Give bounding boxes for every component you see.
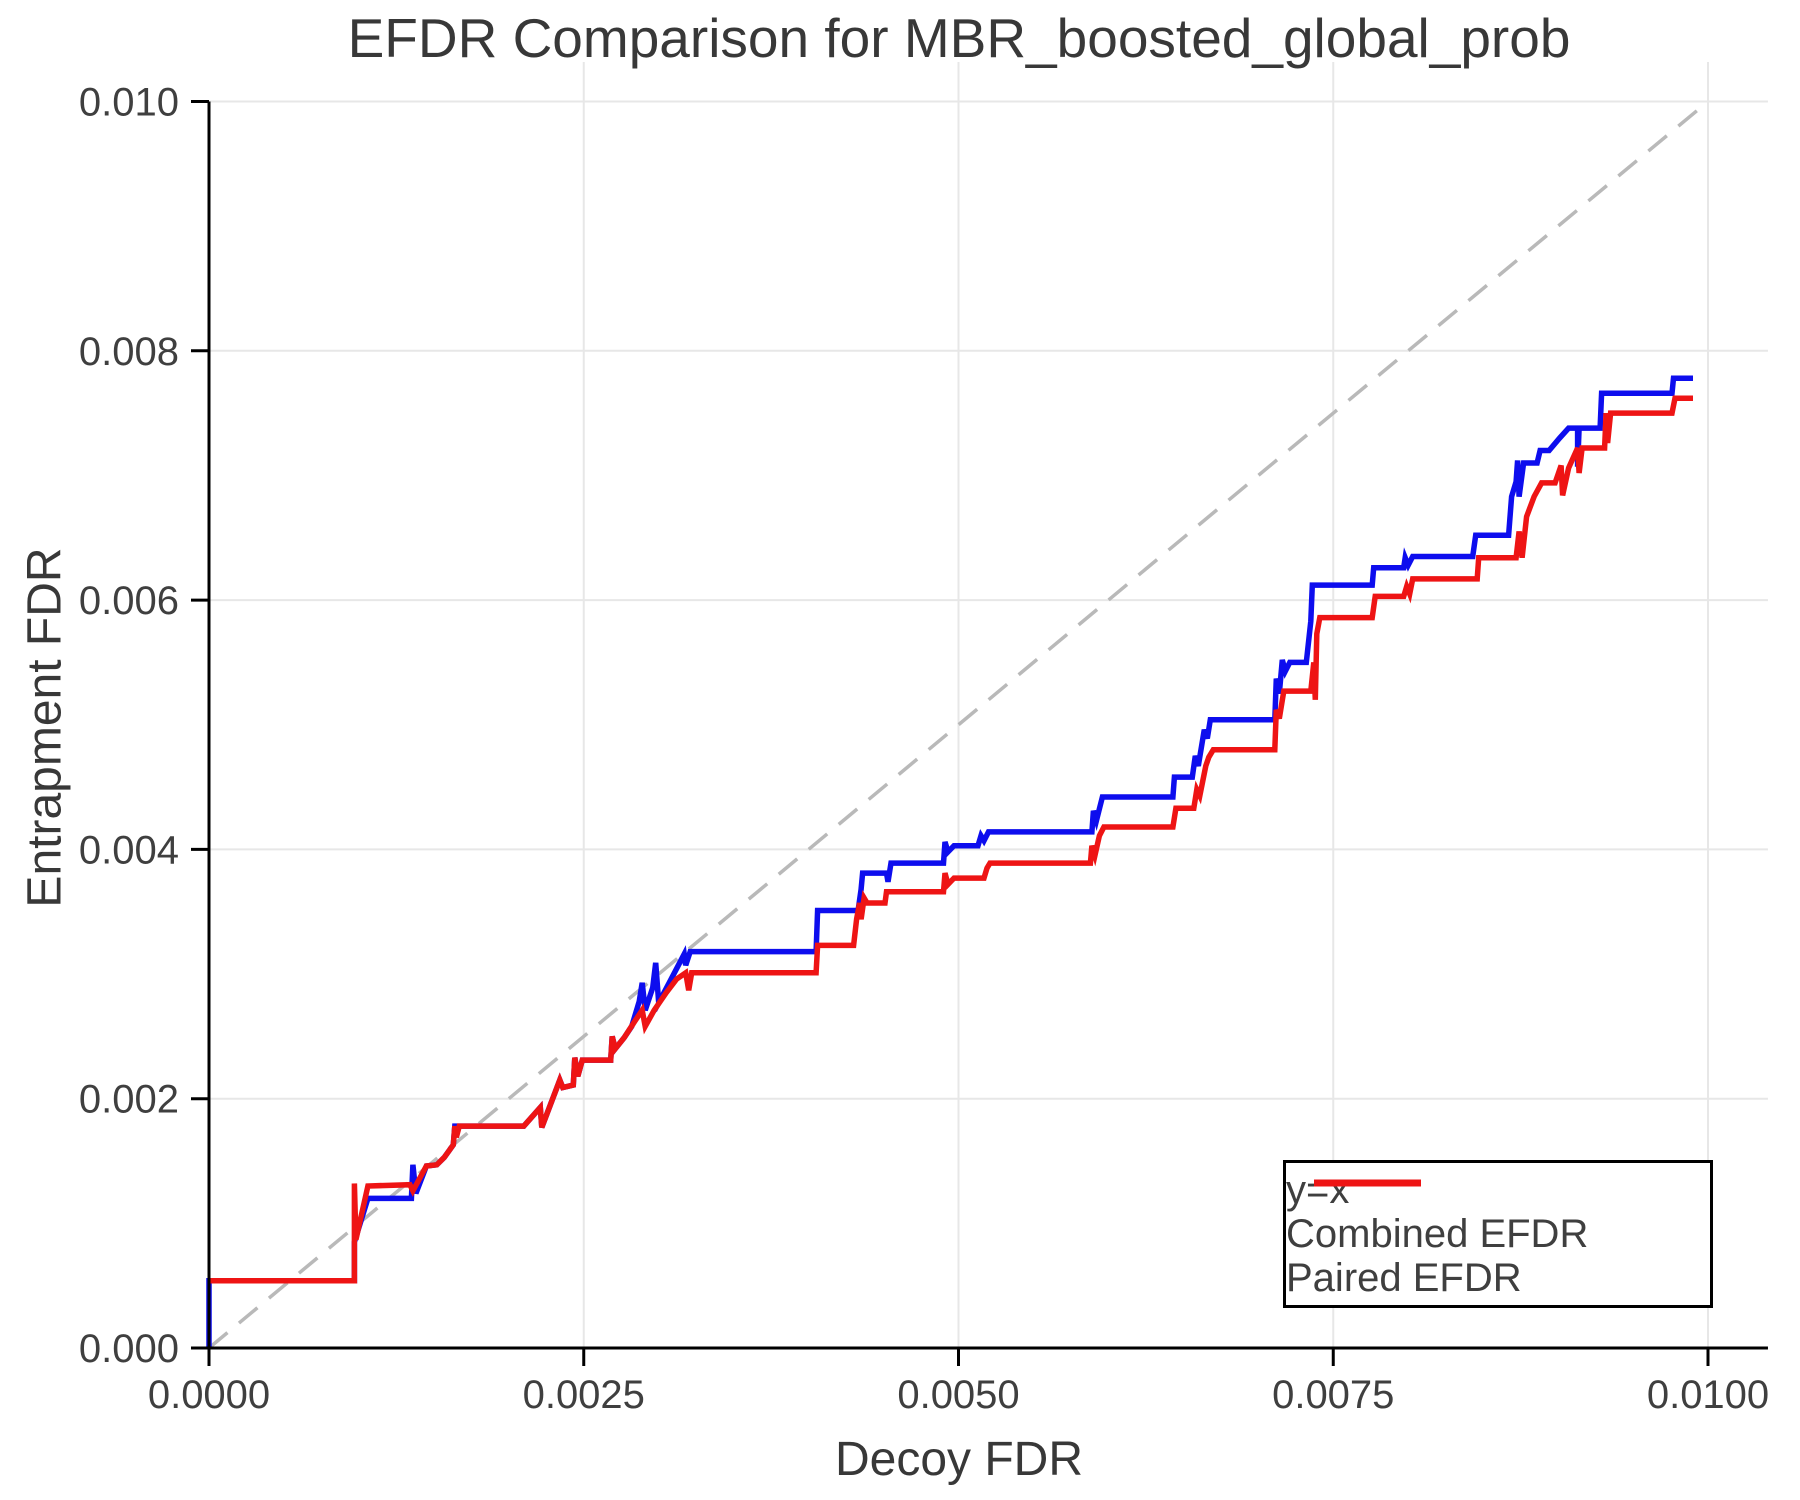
x-tick-label: 0.0075 — [1272, 1373, 1394, 1417]
paired-line-sample — [1314, 1179, 1421, 1187]
x-tick-label: 0.0025 — [523, 1373, 645, 1417]
identity-line — [207, 100, 1710, 1350]
x-tick-label: 0.0100 — [1647, 1373, 1769, 1417]
legend-row-paired: Paired EFDR — [1286, 1179, 1710, 1300]
y-axis-label: Entrapment FDR — [18, 547, 72, 908]
paired-efdr-curve — [209, 395, 1693, 1284]
x-tick-label: 0.0000 — [148, 1373, 270, 1417]
y-tick-label: 0.010 — [79, 81, 179, 125]
y-tick-label: 0.004 — [79, 828, 179, 872]
x-axis-label: Decoy FDR — [834, 1433, 1084, 1486]
chart-title: EFDR Comparison for MBR_boosted_global_p… — [347, 7, 1571, 69]
y-tick-label: 0.006 — [79, 579, 179, 623]
y-tick-label: 0.002 — [79, 1078, 179, 1122]
legend-box: y=x Combined EFDR Paired EFDR — [1283, 1160, 1713, 1308]
y-tick-label: 0.000 — [79, 1327, 179, 1371]
legend-label-identity: y=x — [1286, 1168, 1350, 1212]
y-tick-label: 0.008 — [79, 330, 179, 374]
x-tick-label: 0.0050 — [897, 1373, 1019, 1417]
legend-label-combined: Combined EFDR — [1286, 1212, 1589, 1256]
legend-row-combined: Combined EFDR — [1286, 1179, 1710, 1256]
legend-label-paired: Paired EFDR — [1286, 1256, 1522, 1300]
